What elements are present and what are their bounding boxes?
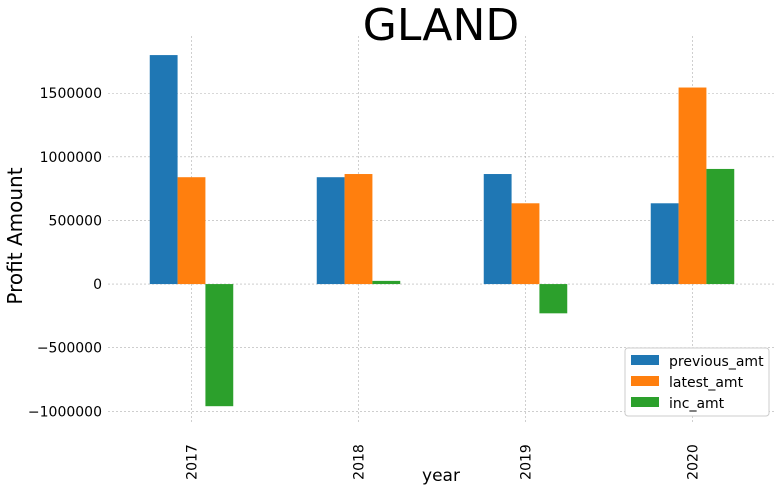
bar-previous_amt-2017 <box>149 55 178 285</box>
bar-previous_amt-2018 <box>316 177 345 285</box>
legend-label-inc_amt: inc_amt <box>669 396 725 412</box>
bar-previous_amt-2019 <box>483 174 512 285</box>
bar-inc_amt-2018 <box>372 280 401 285</box>
bar-latest_amt-2018 <box>344 174 373 285</box>
x-tick-label: 2019 <box>519 444 535 480</box>
legend-swatch-inc_amt <box>631 397 659 407</box>
bar-inc_amt-2017 <box>205 284 234 407</box>
bars <box>149 55 735 407</box>
y-tick-label: −1000000 <box>28 404 102 420</box>
x-axis-label: year <box>422 466 460 486</box>
legend-swatch-latest_amt <box>631 376 659 386</box>
legend-swatch-previous_amt <box>631 355 659 365</box>
y-tick-label: 1500000 <box>40 86 102 102</box>
y-tick-label: 0 <box>93 277 102 293</box>
bar-inc_amt-2020 <box>706 168 735 285</box>
y-axis-label: Profit Amount <box>3 167 27 304</box>
y-axis-ticks: −1000000 −500000 0 500000 1000000 1500000 <box>28 86 102 420</box>
x-tick-label: 2018 <box>352 444 368 480</box>
y-tick-label: 500000 <box>49 213 102 229</box>
chart-title: GLAND <box>363 0 520 51</box>
bar-latest_amt-2020 <box>678 87 707 285</box>
x-tick-label: 2020 <box>686 444 702 480</box>
bar-inc_amt-2019 <box>539 284 568 314</box>
y-tick-label: −500000 <box>37 341 102 357</box>
legend-box <box>624 347 770 417</box>
x-tick-label: 2017 <box>185 444 201 480</box>
bar-previous_amt-2020 <box>650 203 679 285</box>
y-tick-label: 1000000 <box>40 150 102 166</box>
legend-label-previous_amt: previous_amt <box>669 354 764 370</box>
legend-label-latest_amt: latest_amt <box>669 375 744 391</box>
bar-latest_amt-2017 <box>177 177 206 285</box>
bar-latest_amt-2019 <box>511 203 540 285</box>
x-axis-ticks: 2017 2018 2019 2020 <box>185 444 702 480</box>
legend: previous_amt latest_amt inc_amt <box>624 347 770 417</box>
